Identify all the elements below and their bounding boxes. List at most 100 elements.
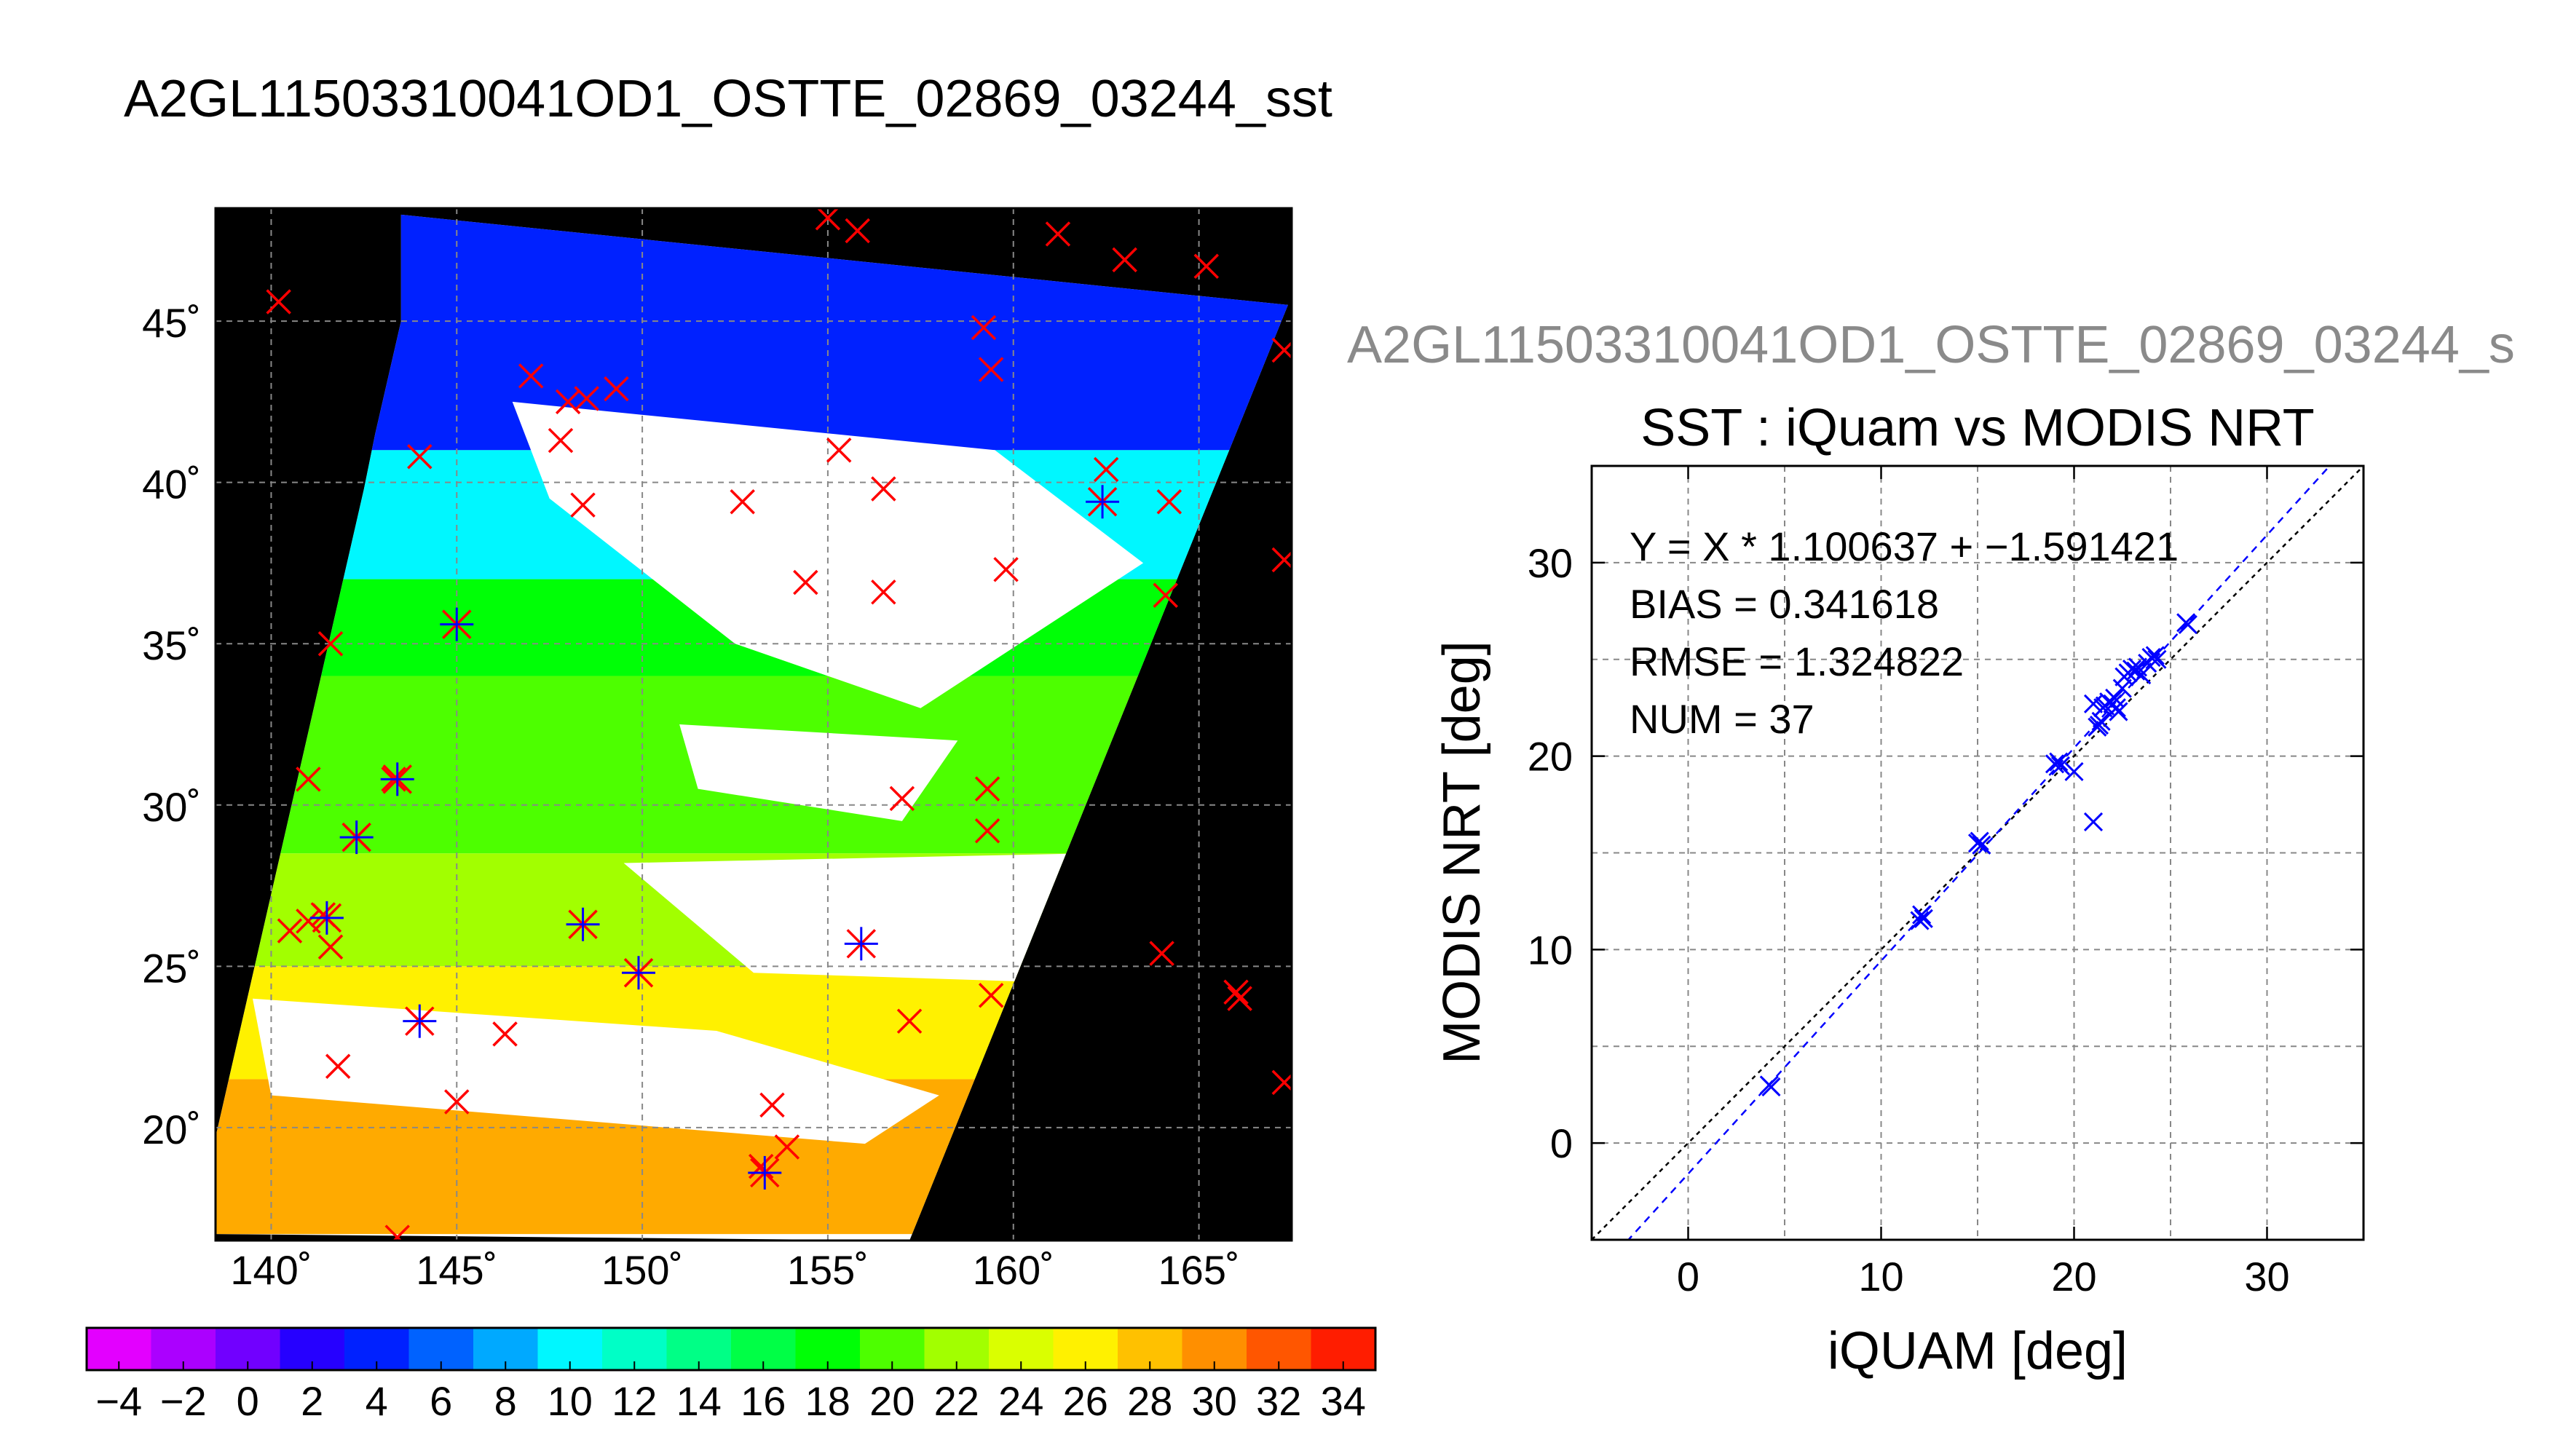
buoy-marker [277, 918, 303, 943]
buoy-marker [1093, 456, 1119, 483]
buoy-marker [889, 786, 915, 812]
buoy-marker [266, 289, 291, 314]
lat-tick-label: 30˚ [142, 784, 201, 830]
buoy-marker [1227, 986, 1252, 1011]
scatter-point [1761, 1077, 1781, 1097]
colorbar-tick-label: −4 [95, 1378, 142, 1424]
colorbar-ticks: −4 −2 0 2 4 6 8 10 12 14 16 18 20 22 24 26 28 30 32 34 [95, 1361, 1366, 1424]
buoy-marker [317, 630, 344, 657]
y-tick-label: 10 [1528, 927, 1573, 973]
y-axis-label: MODIS NRT [deg] [1433, 641, 1491, 1064]
scatter-point [2083, 694, 2104, 713]
colorbar-tick-label: 12 [612, 1378, 657, 1424]
colorbar-tick-label: 22 [934, 1378, 979, 1424]
match-star-marker [403, 1004, 437, 1038]
buoy-marker [1193, 253, 1220, 279]
latitude-ticks: 20˚ 25˚ 30˚ 35˚ 40˚ 45˚ [142, 300, 201, 1152]
scatter-point [1910, 911, 1930, 930]
x-axis-label: iQUAM [deg] [1828, 1322, 2128, 1380]
buoy-marker [793, 569, 818, 596]
stats-line: Y = X * 1.100637 + −1.591421 [1630, 523, 2179, 569]
x-tick-label: 30 [2244, 1254, 2289, 1299]
buoy-marker [974, 776, 1000, 802]
lat-tick-label: 25˚ [142, 945, 201, 991]
scatter-grid [1592, 466, 2364, 1240]
scatter-plot: 0 10 20 30 0 10 20 30 Y = X * 1.100637 + −1.591… [1528, 464, 2365, 1299]
match-star-marker [1086, 485, 1120, 519]
colorbar-tick-label: −2 [160, 1378, 207, 1424]
lat-tick-label: 45˚ [142, 300, 201, 346]
buoy-marker [1149, 941, 1174, 966]
colorbar-tick-label: 6 [430, 1378, 452, 1424]
lon-tick-label: 155˚ [787, 1247, 869, 1293]
scatter-point [2126, 661, 2146, 681]
buoy-marker [492, 1021, 518, 1047]
scatter-point [2045, 754, 2065, 774]
buoy-marker [748, 1153, 774, 1179]
lat-tick-label: 40˚ [142, 462, 201, 507]
colorbar-tick-label: 2 [301, 1378, 323, 1424]
buoy-marker [1271, 547, 1292, 573]
match-star-marker [748, 1155, 782, 1190]
buoy-marker [759, 1092, 785, 1118]
colorbar-tick-label: 10 [548, 1378, 593, 1424]
y-tick-label: 30 [1528, 540, 1573, 586]
scatter-point [2138, 654, 2157, 673]
colorbar-tick-label: 28 [1127, 1378, 1172, 1424]
buoy-marker [978, 982, 1004, 1008]
buoy-marker [574, 386, 599, 411]
scatter-point [1912, 905, 1932, 925]
buoy-marker [1271, 1069, 1292, 1096]
scatter-point [2049, 752, 2069, 772]
lon-tick-label: 160˚ [973, 1247, 1054, 1293]
match-star-marker [844, 927, 878, 961]
buoy-marker [325, 1053, 351, 1079]
buoy-marker [317, 934, 344, 960]
match-star-marker [622, 956, 656, 990]
cloud-patch [623, 853, 1088, 983]
lon-tick-label: 145˚ [416, 1247, 497, 1293]
scatter-ticks: 0 10 20 30 0 10 20 30 [1528, 466, 2364, 1299]
colorbar-tick-label: 4 [366, 1378, 388, 1424]
scatter-point [2132, 665, 2152, 685]
x-tick-label: 20 [2051, 1254, 2096, 1299]
scatter-point [2091, 711, 2111, 731]
one-to-one-line [1592, 466, 2364, 1240]
buoy-marker [871, 476, 896, 502]
match-star-marker [339, 820, 374, 855]
buoy-marker [730, 489, 755, 515]
colorbar-tick-label: 20 [869, 1378, 915, 1424]
scatter-point [2109, 702, 2128, 721]
colorbar-frame [85, 1326, 1377, 1372]
longitude-ticks: 140˚ 145˚ 150˚ 155˚ 160˚ 165˚ [230, 1247, 1239, 1293]
x-tick-label: 10 [1858, 1254, 1903, 1299]
colorbar-tick-label: 30 [1192, 1378, 1237, 1424]
y-tick-label: 0 [1550, 1120, 1573, 1166]
swath-clouds [253, 401, 1144, 1144]
match-star-marker [440, 607, 474, 641]
buoy-marker [570, 492, 596, 518]
scatter-point [2122, 659, 2142, 679]
cloud-patch [679, 724, 958, 821]
buoy-marker [845, 218, 870, 244]
lat-tick-label: 35˚ [142, 622, 201, 668]
match-star-marker [309, 901, 344, 935]
buoy-marker [407, 443, 433, 470]
page-title: A2GL11503310041OD1_OSTTE_02869_03244_sst [124, 70, 1332, 128]
colorbar-tick-label: 18 [805, 1378, 850, 1424]
buoy-marker [1156, 489, 1182, 515]
stats-line: RMSE = 1.324822 [1630, 638, 1964, 684]
buoy-marker [896, 1008, 923, 1034]
buoy-marker [604, 376, 629, 402]
buoy-marker [774, 1134, 800, 1160]
x-tick-label: 0 [1677, 1254, 1699, 1299]
lon-tick-label: 165˚ [1158, 1247, 1240, 1293]
scatter-point [2141, 648, 2161, 668]
buoy-marker [978, 357, 1004, 382]
colorbar-segments [87, 1328, 1376, 1370]
cloud-patch [253, 998, 939, 1144]
colorbar-tick-label: 26 [1063, 1378, 1108, 1424]
scatter-point [2147, 649, 2167, 669]
buoy-marker [826, 438, 852, 463]
